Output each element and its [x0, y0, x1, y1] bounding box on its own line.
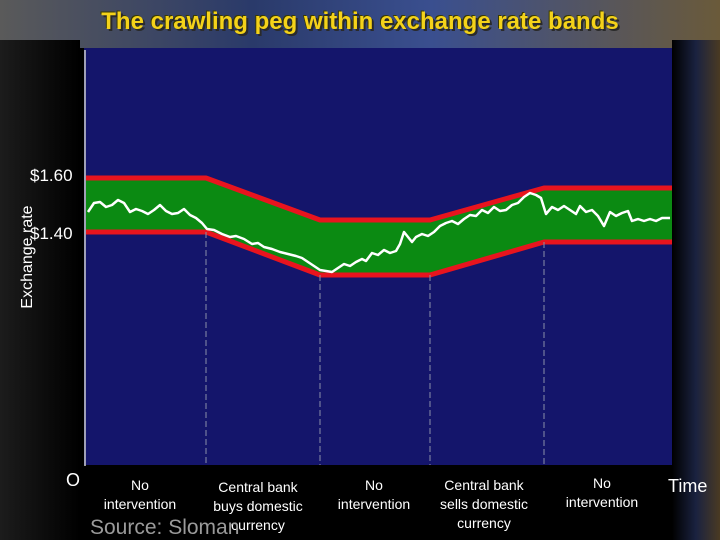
y-axis-label: Exchange rate	[19, 205, 36, 309]
price-label-1-40: $1.40	[30, 224, 73, 243]
phase-label-line: intervention	[337, 496, 411, 512]
phase-label-line: No	[131, 477, 149, 493]
origin-label: O	[66, 470, 81, 490]
phase-label-line: No	[365, 477, 383, 493]
chart-title: The crawling peg within exchange rate ba…	[101, 8, 619, 35]
phase-label-no-intervention-1: No intervention	[80, 476, 200, 514]
phase-label-line: intervention	[103, 496, 177, 512]
phase-label-no-intervention-2: No intervention	[314, 476, 434, 514]
phase-label-no-intervention-3: No intervention	[542, 474, 662, 512]
lower-band-line	[86, 229, 672, 278]
phase-label-line: No	[593, 475, 611, 491]
exchange-rate-line	[86, 191, 670, 274]
phase-label-central-bank-buys: Central bank buys domestic currency	[198, 478, 318, 535]
x-axis-label: Time	[668, 476, 708, 496]
phase-label-line: currency	[457, 515, 511, 531]
phase-label-line: Central bank	[444, 477, 524, 493]
phase-label-line: buys domestic	[213, 498, 303, 514]
phase-label-line: sells domestic	[440, 496, 528, 512]
phase-dividers	[205, 232, 545, 465]
source-credit: Source: Sloman	[90, 516, 240, 539]
upper-band-line	[86, 175, 672, 223]
phase-label-central-bank-sells: Central bank sells domestic currency	[424, 476, 544, 533]
price-label-1-60: $1.60	[30, 166, 73, 185]
exchange-rate-band	[86, 178, 672, 275]
phase-label-line: Central bank	[218, 479, 298, 495]
phase-label-line: currency	[231, 517, 285, 533]
phase-label-line: intervention	[565, 494, 639, 510]
